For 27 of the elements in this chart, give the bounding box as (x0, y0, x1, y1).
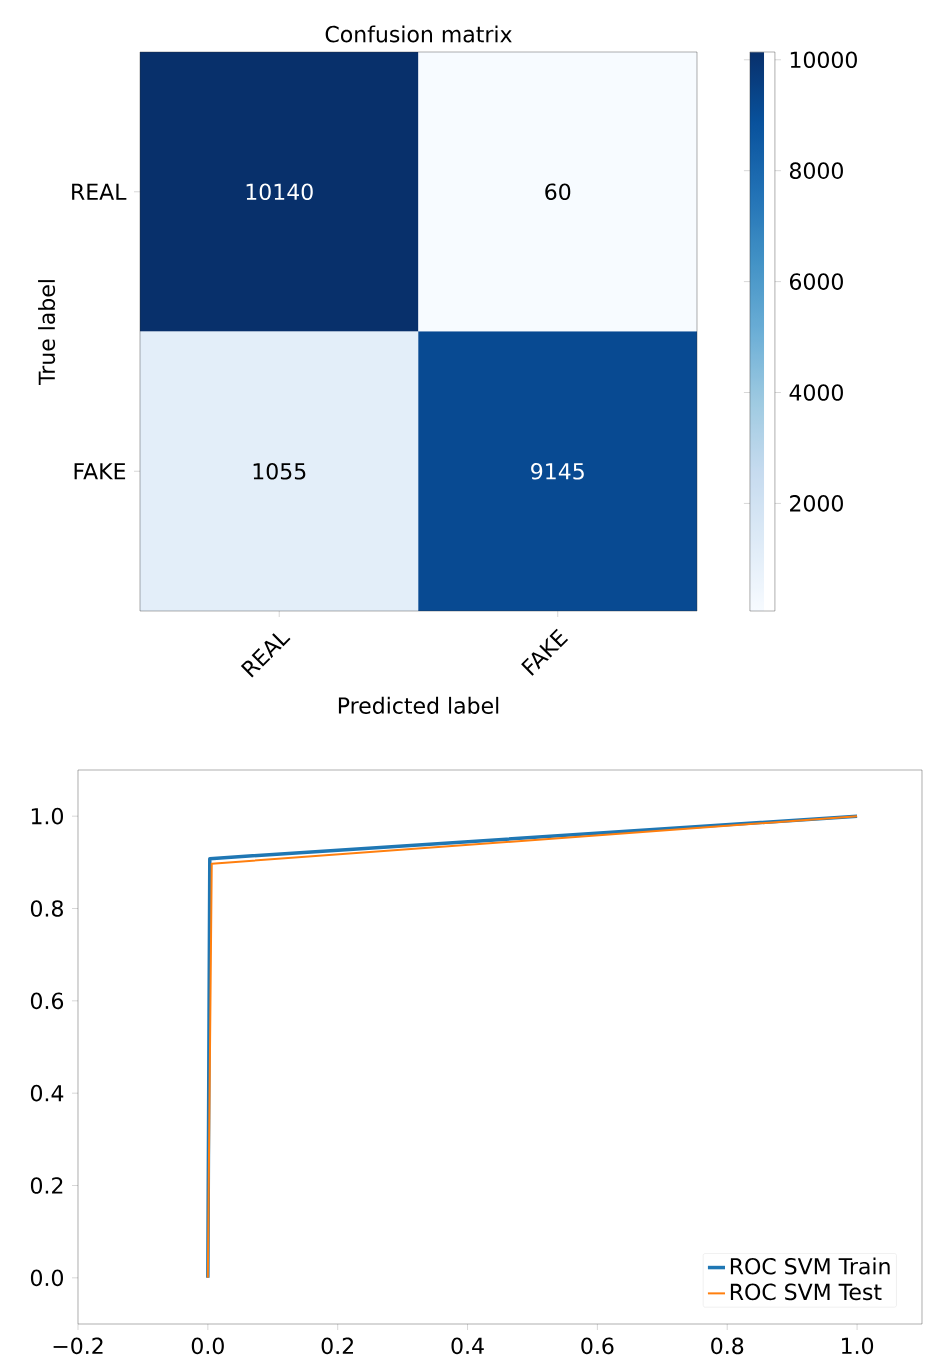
legend-label: ROC SVM Train (730, 1257, 890, 1275)
x-tick-label: −0.2 (53, 1337, 103, 1355)
x-tick-label: 0.0 (191, 1337, 224, 1355)
data-label: 1055 (253, 462, 306, 480)
color-bar-label: 10000 (790, 51, 857, 69)
color-bar-label: 8000 (789, 162, 843, 180)
data-label: 10140 (246, 183, 313, 201)
color-bar-label: 6000 (789, 273, 843, 290)
x-tick-label: 0.2 (321, 1337, 353, 1355)
legend-label: ROC SVM Test (730, 1283, 882, 1301)
y-tick-label: 0.8 (30, 900, 63, 917)
x-tick-label: 0.8 (711, 1337, 744, 1355)
y-tick-label: 1.0 (31, 807, 63, 825)
x-tick-label: 0.6 (581, 1337, 614, 1355)
y-tick-label: 0.4 (30, 1084, 64, 1102)
color-bar-label: 2000 (790, 495, 843, 512)
chart-title: Confusion matrix (325, 25, 512, 43)
y-tick-label: 0.2 (30, 1177, 63, 1194)
y-tick-label: 0.6 (30, 992, 64, 1010)
y-tick-label: 0.0 (30, 1269, 63, 1287)
x-tick-label: 0.4 (451, 1337, 484, 1355)
color-bar-label: 4000 (789, 384, 843, 401)
x-tick-label: 1.0 (842, 1337, 874, 1355)
data-label: 60 (545, 183, 571, 201)
y-axis-title: True label (38, 280, 56, 386)
data-label: 9145 (531, 462, 584, 480)
x-axis-title: Predicted label (338, 696, 499, 714)
